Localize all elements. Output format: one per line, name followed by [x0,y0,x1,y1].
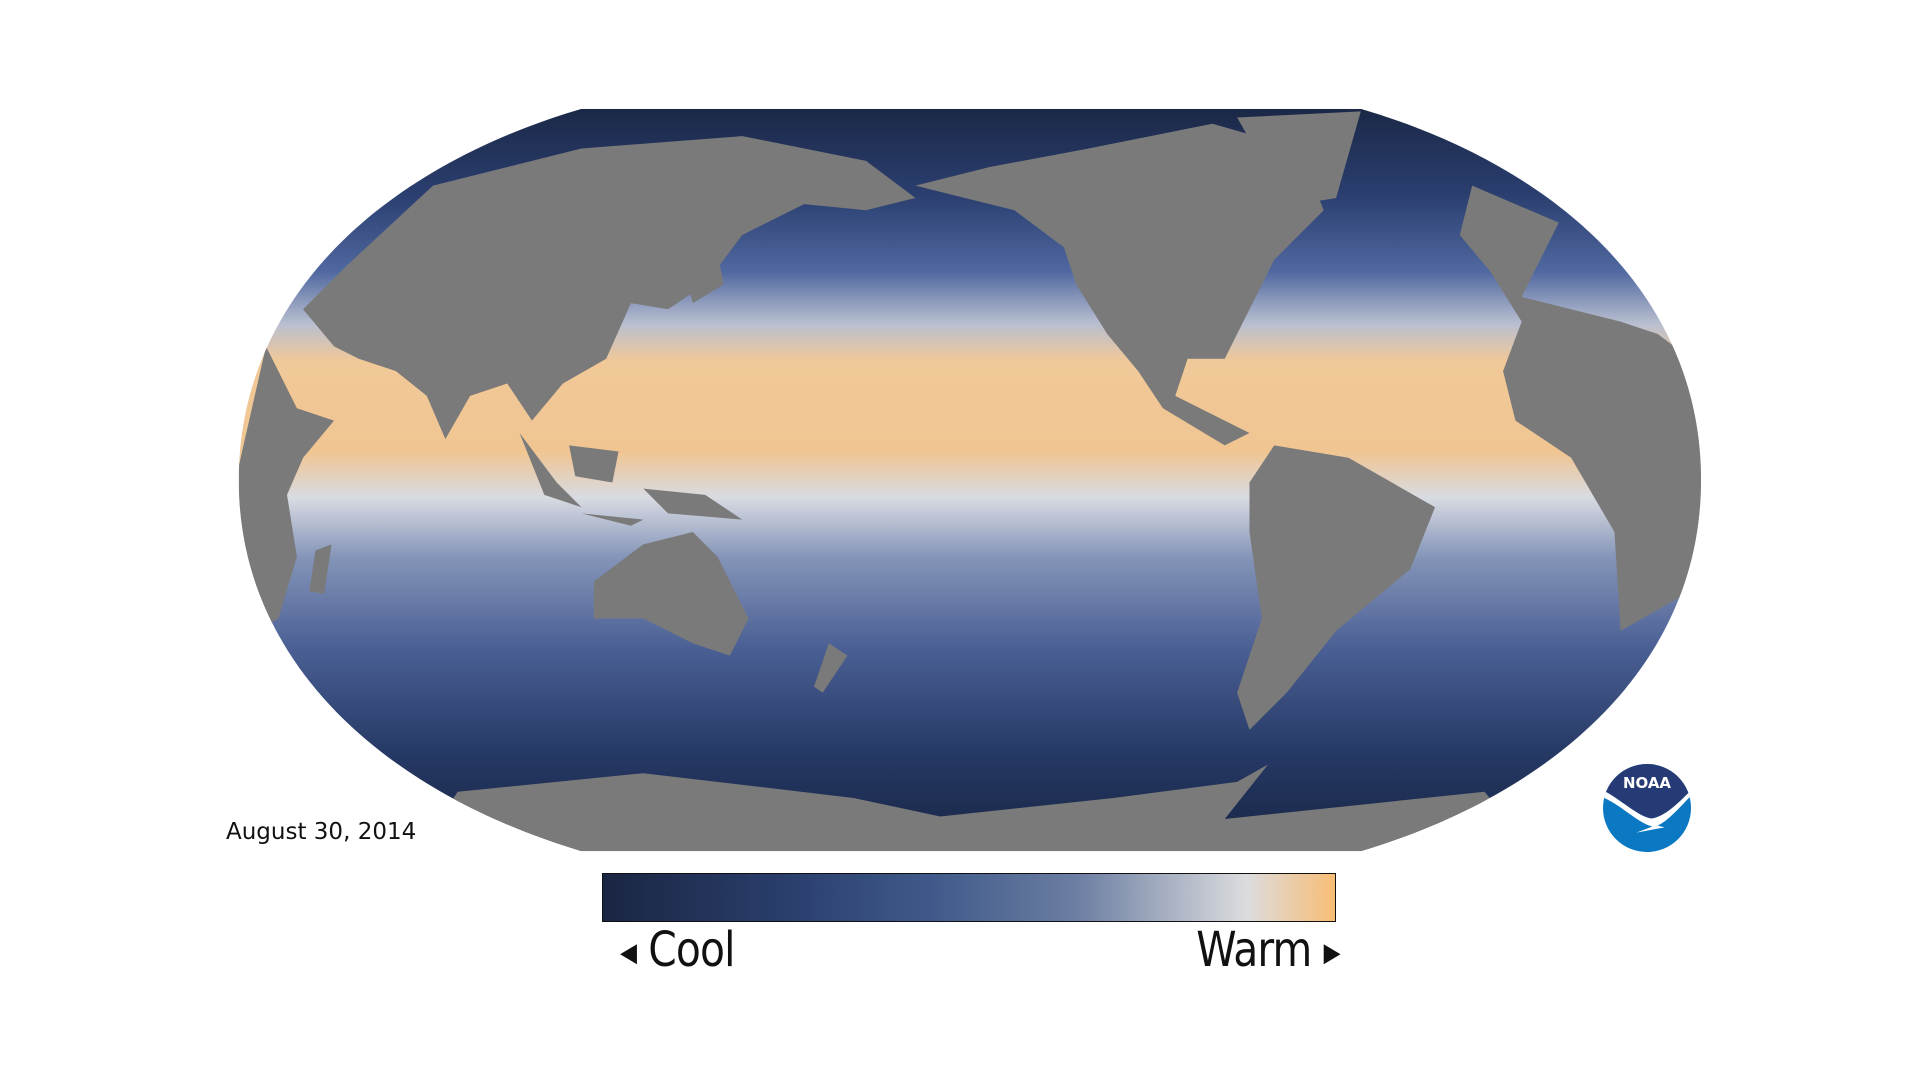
noaa-logo: NOAA [1603,764,1691,852]
cool-label: Cool [648,922,735,978]
svg-text:NOAA: NOAA [1623,774,1671,792]
triangle-right-icon: ▶ [1323,938,1341,968]
temperature-colorbar [602,873,1336,922]
madagascar [309,544,332,594]
south-america [1237,445,1436,730]
japan [686,253,724,304]
north-america [915,123,1324,446]
antarctica [408,764,1547,852]
asia [303,136,916,440]
land [238,111,1702,852]
africa-east [238,346,335,644]
indonesia [519,432,743,526]
cool-label-group: ◀ Cool [620,922,735,978]
europe-africa-west [1459,185,1702,631]
australia [593,531,749,656]
map-date: August 30, 2014 [226,819,417,845]
greenland [1237,111,1361,205]
warm-label: Warm [1196,922,1313,978]
warm-label-group: Warm ▶ [1196,922,1341,978]
new-zealand [814,643,848,693]
triangle-left-icon: ◀ [620,938,637,968]
